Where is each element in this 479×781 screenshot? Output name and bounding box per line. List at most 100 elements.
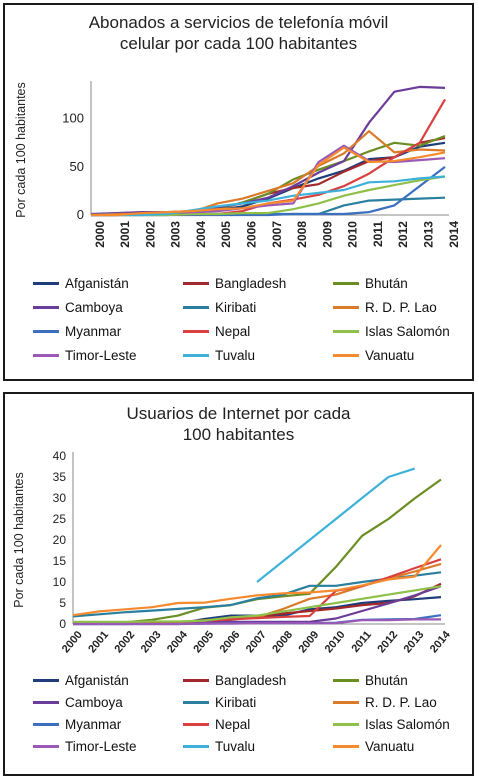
x-tick-label: 2007 (270, 221, 284, 248)
legend-label: R. D. P. Lao (365, 299, 437, 315)
chart-plot-area: 0 5 10 15 20 25 30 35 40 2000 2001 2002 2003 2004 2005… (12, 449, 453, 655)
chart-legend: Afganistán Bangladesh Bhután Camboya Kiribat… (33, 273, 473, 373)
legend-swatch (183, 329, 209, 333)
x-tick-label: 2014 (447, 221, 461, 248)
x-tick-label: 2001 (86, 629, 111, 655)
series-line-8 (73, 585, 442, 623)
x-tick-label: 2012 (396, 221, 410, 248)
legend-swatch (333, 281, 359, 285)
legend-label: Islas Salomón (365, 716, 450, 732)
x-tick-label: 2002 (112, 629, 137, 655)
legend-swatch (333, 353, 359, 357)
x-tick-label: 2013 (402, 629, 427, 655)
legend-item: Vanuatu (333, 345, 414, 365)
legend-item: Kiribati (183, 297, 256, 317)
legend-item: Camboya (33, 297, 123, 317)
legend-label: Camboya (65, 299, 123, 315)
legend-item: Timor-Leste (33, 345, 137, 365)
legend-item: R. D. P. Lao (333, 692, 437, 712)
x-tick-label: 2008 (295, 221, 309, 248)
legend-swatch (333, 305, 359, 309)
x-tick-label: 2003 (139, 629, 164, 655)
legend-item: Afganistán (33, 670, 129, 690)
legend-label: Bangladesh (215, 275, 287, 291)
x-tick-label: 2002 (143, 221, 157, 248)
legend-item: Myanmar (33, 321, 121, 341)
legend-item: Bhután (333, 273, 408, 293)
y-tick-label: 50 (70, 159, 84, 174)
y-tick-label: 0 (77, 207, 84, 222)
x-tick-label: 2000 (60, 629, 85, 655)
legend-item: Bhután (333, 670, 408, 690)
chart-legend: Afganistán Bangladesh Bhután Camboya Kiribat… (33, 670, 473, 770)
y-axis-label: Por cada 100 habitantes (12, 472, 26, 608)
legend-item: Islas Salomón (333, 714, 450, 734)
legend-swatch (333, 700, 359, 704)
x-tick-label: 2001 (118, 221, 132, 248)
legend-item: Vanuatu (333, 736, 414, 756)
chart-title-line-2: celular por cada 100 habitantes (119, 34, 358, 53)
chart-title: Usuarios de Internet por cada 100 habita… (5, 403, 472, 445)
legend-label: Nepal (215, 716, 251, 732)
series-line-10 (91, 175, 446, 217)
legend-label: Camboya (65, 694, 123, 710)
legend-item: Afganistán (33, 273, 129, 293)
chart-title-line-2: 100 habitantes (182, 425, 295, 444)
x-tick-label: 2004 (194, 221, 208, 248)
legend-label: Nepal (215, 323, 251, 339)
legend-label: Timor-Leste (65, 347, 137, 363)
legend-label: Afganistán (65, 672, 129, 688)
legend-swatch (33, 700, 59, 704)
legend-swatch (183, 744, 209, 748)
x-tick-label: 2006 (218, 629, 243, 655)
legend-item: R. D. P. Lao (333, 297, 437, 317)
chart-panel-internet: Usuarios de Internet por cada 100 habita… (3, 392, 474, 776)
legend-item: Kiribati (183, 692, 256, 712)
legend-swatch (333, 329, 359, 333)
legend-swatch (183, 353, 209, 357)
legend-label: Bangladesh (215, 672, 287, 688)
legend-item: Nepal (183, 714, 250, 734)
legend-label: Timor-Leste (65, 738, 137, 754)
chart-title-line-1: Usuarios de Internet por cada (126, 404, 351, 423)
legend-item: Nepal (183, 321, 250, 341)
x-tick-label: 2009 (296, 629, 321, 655)
y-tick-label: 20 (53, 533, 67, 547)
legend-swatch (33, 722, 59, 726)
x-tick-label: 2013 (422, 221, 436, 248)
legend-swatch (183, 281, 209, 285)
legend-label: Tuvalu (215, 347, 256, 363)
y-tick-label: 25 (53, 512, 67, 526)
x-tick-label: 2009 (320, 221, 334, 248)
y-tick-label: 15 (53, 554, 67, 568)
legend-item: Myanmar (33, 714, 121, 734)
legend-label: R. D. P. Lao (365, 694, 437, 710)
y-tick-label: 100 (62, 111, 84, 126)
legend-label: Vanuatu (365, 738, 415, 754)
series-line-7 (73, 558, 442, 625)
legend-label: Myanmar (65, 716, 122, 732)
legend-swatch (333, 678, 359, 682)
x-tick-label: 2004 (165, 628, 190, 655)
x-tick-label: 2012 (375, 629, 400, 655)
legend-swatch (183, 700, 209, 704)
legend-swatch (33, 281, 59, 285)
legend-label: Tuvalu (215, 738, 256, 754)
chart-title: Abonados a servicios de telefonía móvil … (5, 12, 472, 54)
legend-swatch (183, 305, 209, 309)
legend-item: Islas Salomón (333, 321, 450, 341)
y-tick-label: 10 (53, 575, 67, 589)
legend-label: Bhután (365, 672, 408, 688)
series-line-9 (73, 618, 441, 626)
x-tick-label: 2007 (244, 629, 269, 655)
legend-item: Timor-Leste (33, 736, 137, 756)
x-tick-label: 2014 (428, 628, 453, 655)
legend-swatch (333, 744, 359, 748)
x-tick-label: 2005 (219, 221, 233, 248)
y-tick-label: 0 (59, 617, 66, 631)
series-line-11 (72, 544, 442, 617)
legend-item: Tuvalu (183, 345, 255, 365)
legend-swatch (333, 722, 359, 726)
legend-label: Myanmar (65, 323, 122, 339)
legend-swatch (33, 744, 59, 748)
